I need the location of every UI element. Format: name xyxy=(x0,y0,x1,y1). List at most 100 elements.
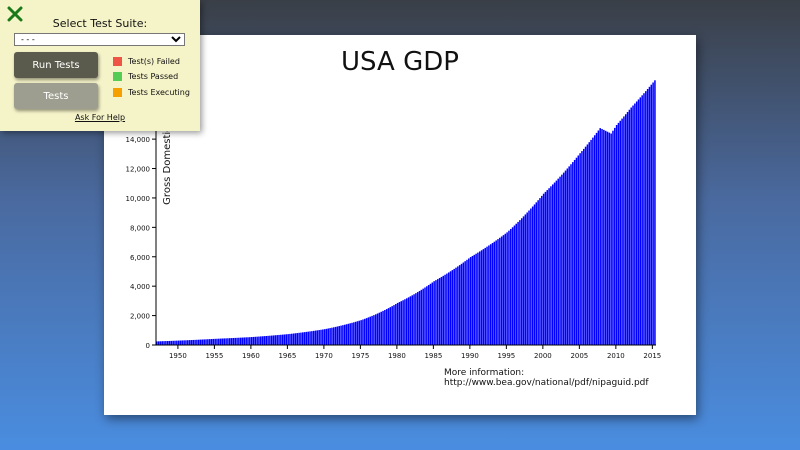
gdp-bar xyxy=(247,337,249,345)
ask-for-help-link[interactable]: Ask For Help xyxy=(74,113,126,122)
gdp-bar xyxy=(508,230,510,345)
gdp-bar xyxy=(413,294,415,345)
gdp-bar xyxy=(590,139,592,345)
gdp-bar xyxy=(502,235,505,345)
gdp-bar xyxy=(570,164,572,345)
gdp-bar xyxy=(269,335,271,345)
gdp-bar xyxy=(214,338,216,345)
gdp-bar xyxy=(354,321,357,345)
gdp-bar xyxy=(367,317,370,345)
gdp-bar xyxy=(411,295,413,345)
gdp-bar xyxy=(374,314,377,345)
gdp-bar xyxy=(466,259,468,345)
y-tick-label: 10,000 xyxy=(126,195,151,203)
gdp-bar xyxy=(438,278,441,345)
gdp-bar xyxy=(298,332,300,345)
gdp-bar xyxy=(338,326,341,345)
gdp-bar xyxy=(301,332,304,345)
gdp-bar xyxy=(183,340,185,345)
legend-passed: Tests Passed xyxy=(113,72,178,82)
gdp-bar xyxy=(469,257,472,345)
gdp-bar xyxy=(431,282,434,345)
gdp-bar xyxy=(360,320,362,345)
gdp-bar xyxy=(303,332,306,345)
gdp-bar xyxy=(497,239,499,345)
gdp-bar xyxy=(291,333,293,345)
gdp-bar xyxy=(239,337,242,345)
x-tick-label: 2005 xyxy=(570,352,588,360)
gdp-bar xyxy=(260,336,262,345)
gdp-bar xyxy=(196,339,198,345)
gdp-bar xyxy=(267,335,269,345)
gdp-bar xyxy=(263,336,266,345)
x-tick-label: 1960 xyxy=(242,352,260,360)
gdp-bar xyxy=(424,287,426,345)
x-tick-label: 2000 xyxy=(534,352,552,360)
gdp-bar xyxy=(468,258,470,345)
gdp-bar xyxy=(584,146,587,345)
gdp-bar xyxy=(643,93,645,345)
gdp-bar xyxy=(626,112,629,345)
gdp-bar xyxy=(358,320,361,345)
gdp-bar xyxy=(420,289,423,345)
y-tick-label: 2,000 xyxy=(130,313,150,321)
gdp-bar xyxy=(548,188,550,345)
gdp-bar xyxy=(606,131,609,345)
gdp-bar xyxy=(530,208,532,345)
run-tests-button[interactable]: Run Tests xyxy=(14,52,98,78)
tests-button[interactable]: Tests xyxy=(14,83,98,109)
gdp-bar xyxy=(221,338,224,345)
gdp-bar xyxy=(579,153,581,345)
gdp-bar xyxy=(161,341,163,345)
gdp-bar xyxy=(528,210,530,345)
gdp-bar xyxy=(650,84,653,345)
gdp-bar xyxy=(287,334,289,345)
gdp-bar xyxy=(541,195,543,345)
gdp-bar xyxy=(207,339,209,345)
gdp-bar xyxy=(453,268,455,345)
gdp-bar xyxy=(573,159,576,345)
gdp-bar xyxy=(451,270,454,345)
gdp-bar xyxy=(199,339,202,345)
gdp-bar xyxy=(387,308,390,345)
gdp-bar xyxy=(177,340,180,345)
gdp-bar xyxy=(482,249,485,345)
gdp-bar xyxy=(311,331,313,345)
close-icon[interactable] xyxy=(7,6,23,22)
gdp-bar xyxy=(422,288,424,345)
gdp-bar xyxy=(586,144,589,345)
gdp-bar xyxy=(227,338,229,345)
gdp-bar xyxy=(289,333,291,345)
gdp-bar xyxy=(278,334,280,345)
legend-failed: Test(s) Failed xyxy=(113,57,180,67)
legend-executing: Tests Executing xyxy=(113,88,190,98)
gdp-bar xyxy=(216,338,218,345)
gdp-bar xyxy=(285,334,288,345)
gdp-bar xyxy=(174,340,176,345)
gdp-bar xyxy=(519,220,521,345)
gdp-bar xyxy=(347,323,350,345)
gdp-bar xyxy=(402,300,404,345)
gdp-bar xyxy=(562,172,565,345)
gdp-bar xyxy=(593,135,596,345)
test-suite-select[interactable]: - - - xyxy=(14,33,185,46)
gdp-bar xyxy=(460,263,463,345)
gdp-bar xyxy=(364,318,366,345)
gdp-bar xyxy=(537,200,539,345)
gdp-bar xyxy=(542,193,545,345)
x-tick-label: 2015 xyxy=(643,352,661,360)
gdp-bar xyxy=(181,340,184,345)
gdp-bar xyxy=(493,241,496,345)
gdp-bar xyxy=(577,155,580,345)
gdp-bar xyxy=(312,330,315,345)
gdp-bar xyxy=(624,114,627,346)
gdp-bar xyxy=(188,340,191,345)
gdp-bar xyxy=(365,318,368,345)
gdp-bar xyxy=(572,162,574,345)
gdp-bar xyxy=(449,271,452,345)
gdp-bar xyxy=(238,337,240,345)
y-tick-label: 4,000 xyxy=(130,283,150,291)
gdp-bar xyxy=(623,116,625,345)
gdp-bar xyxy=(249,337,251,345)
gdp-bar xyxy=(464,261,466,345)
